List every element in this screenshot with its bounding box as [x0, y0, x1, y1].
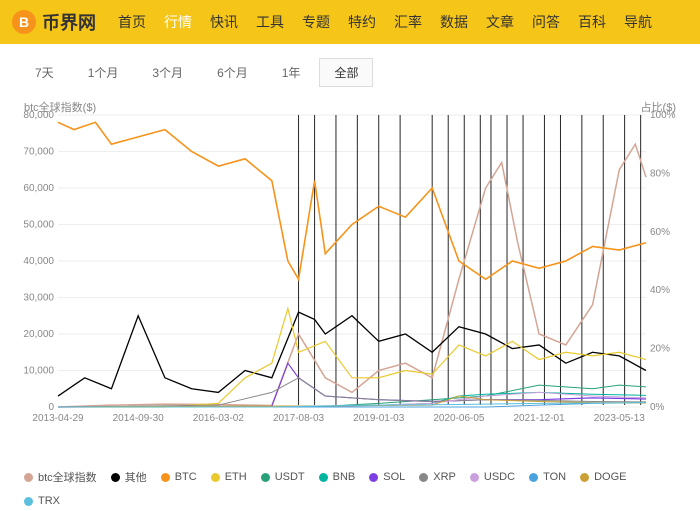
legend-label: BTC: [175, 471, 197, 483]
logo[interactable]: B 币界网: [12, 9, 96, 35]
svg-text:20%: 20%: [650, 344, 670, 355]
legend-dot-icon: [419, 473, 428, 482]
svg-text:30,000: 30,000: [23, 293, 54, 304]
legend-item-USDT[interactable]: USDT: [261, 469, 305, 485]
legend-item-BTC[interactable]: BTC: [161, 469, 197, 485]
left-axis-title: btc全球指数($): [24, 99, 96, 115]
nav-item-9[interactable]: 问答: [530, 8, 562, 36]
svg-text:40,000: 40,000: [23, 256, 54, 267]
legend-item-其他[interactable]: 其他: [111, 469, 147, 485]
nav-item-5[interactable]: 特约: [346, 8, 378, 36]
time-tab-0[interactable]: 7天: [20, 58, 69, 87]
legend-dot-icon: [580, 473, 589, 482]
svg-text:10,000: 10,000: [23, 366, 54, 377]
legend-label: DOGE: [594, 471, 626, 483]
svg-text:20,000: 20,000: [23, 329, 54, 340]
nav-item-0[interactable]: 首页: [116, 8, 148, 36]
legend-dot-icon: [369, 473, 378, 482]
legend-dot-icon: [111, 473, 120, 482]
nav-item-1[interactable]: 行情: [162, 8, 194, 36]
svg-text:2020-06-05: 2020-06-05: [433, 413, 485, 424]
time-tab-5[interactable]: 全部: [319, 58, 373, 87]
legend-label: 其他: [125, 469, 147, 485]
legend-label: USDT: [275, 471, 305, 483]
svg-text:50,000: 50,000: [23, 220, 54, 231]
svg-text:2019-01-03: 2019-01-03: [353, 413, 405, 424]
legend-item-TRX[interactable]: TRX: [24, 495, 60, 507]
nav-item-8[interactable]: 文章: [484, 8, 516, 36]
svg-text:70,000: 70,000: [23, 147, 54, 158]
legend-item-btc全球指数[interactable]: btc全球指数: [24, 469, 97, 485]
legend-item-USDC[interactable]: USDC: [470, 469, 515, 485]
legend-label: SOL: [383, 471, 405, 483]
svg-text:2013-04-29: 2013-04-29: [32, 413, 84, 424]
chart-container: btc全球指数($) 占比($) 0 10,000 20,000 30,000 40,0…: [0, 95, 700, 465]
legend-dot-icon: [529, 473, 538, 482]
nav-item-7[interactable]: 数据: [438, 8, 470, 36]
legend-label: btc全球指数: [38, 469, 97, 485]
legend-dot-icon: [470, 473, 479, 482]
time-tab-1[interactable]: 1个月: [73, 58, 134, 87]
chart-legend: btc全球指数 其他 BTC ETH USDT BNB SOL XRP USDC TON DOGE T…: [0, 465, 700, 511]
svg-text:2017-08-03: 2017-08-03: [273, 413, 325, 424]
svg-text:0%: 0%: [650, 402, 665, 413]
nav-item-4[interactable]: 专题: [300, 8, 332, 36]
time-tab-3[interactable]: 6个月: [202, 58, 263, 87]
legend-label: USDC: [484, 471, 515, 483]
price-chart[interactable]: 0 10,000 20,000 30,000 40,000 50,000 60,000 70,…: [10, 95, 690, 435]
svg-text:40%: 40%: [650, 285, 670, 296]
legend-dot-icon: [261, 473, 270, 482]
legend-dot-icon: [319, 473, 328, 482]
svg-text:2021-12-01: 2021-12-01: [514, 413, 566, 424]
legend-dot-icon: [24, 497, 33, 506]
svg-text:2023-05-13: 2023-05-13: [594, 413, 646, 424]
nav-item-10[interactable]: 百科: [576, 8, 608, 36]
legend-label: XRP: [433, 471, 456, 483]
bitcoin-logo-icon: B: [12, 10, 36, 34]
nav-item-3[interactable]: 工具: [254, 8, 286, 36]
legend-dot-icon: [211, 473, 220, 482]
header-bar: B 币界网 首页行情快讯工具专题特约汇率数据文章问答百科导航: [0, 0, 700, 44]
svg-text:60%: 60%: [650, 227, 670, 238]
logo-text: 币界网: [42, 9, 96, 35]
legend-item-XRP[interactable]: XRP: [419, 469, 456, 485]
svg-text:2014-09-30: 2014-09-30: [113, 413, 165, 424]
time-tab-2[interactable]: 3个月: [137, 58, 198, 87]
legend-label: BNB: [333, 471, 356, 483]
legend-dot-icon: [161, 473, 170, 482]
main-nav: 首页行情快讯工具专题特约汇率数据文章问答百科导航: [116, 8, 654, 36]
legend-label: TON: [543, 471, 566, 483]
svg-text:80%: 80%: [650, 168, 670, 179]
svg-text:2016-03-02: 2016-03-02: [193, 413, 245, 424]
nav-item-6[interactable]: 汇率: [392, 8, 424, 36]
right-axis-title: 占比($): [641, 99, 676, 115]
legend-item-TON[interactable]: TON: [529, 469, 566, 485]
time-tab-4[interactable]: 1年: [267, 58, 316, 87]
legend-item-SOL[interactable]: SOL: [369, 469, 405, 485]
legend-label: ETH: [225, 471, 247, 483]
time-range-tabs: 7天1个月3个月6个月1年全部: [0, 44, 700, 95]
svg-text:60,000: 60,000: [23, 183, 54, 194]
nav-item-11[interactable]: 导航: [622, 8, 654, 36]
legend-item-BNB[interactable]: BNB: [319, 469, 356, 485]
legend-item-ETH[interactable]: ETH: [211, 469, 247, 485]
svg-text:0: 0: [48, 402, 54, 413]
nav-item-2[interactable]: 快讯: [208, 8, 240, 36]
legend-label: TRX: [38, 495, 60, 507]
legend-item-DOGE[interactable]: DOGE: [580, 469, 626, 485]
legend-dot-icon: [24, 473, 33, 482]
